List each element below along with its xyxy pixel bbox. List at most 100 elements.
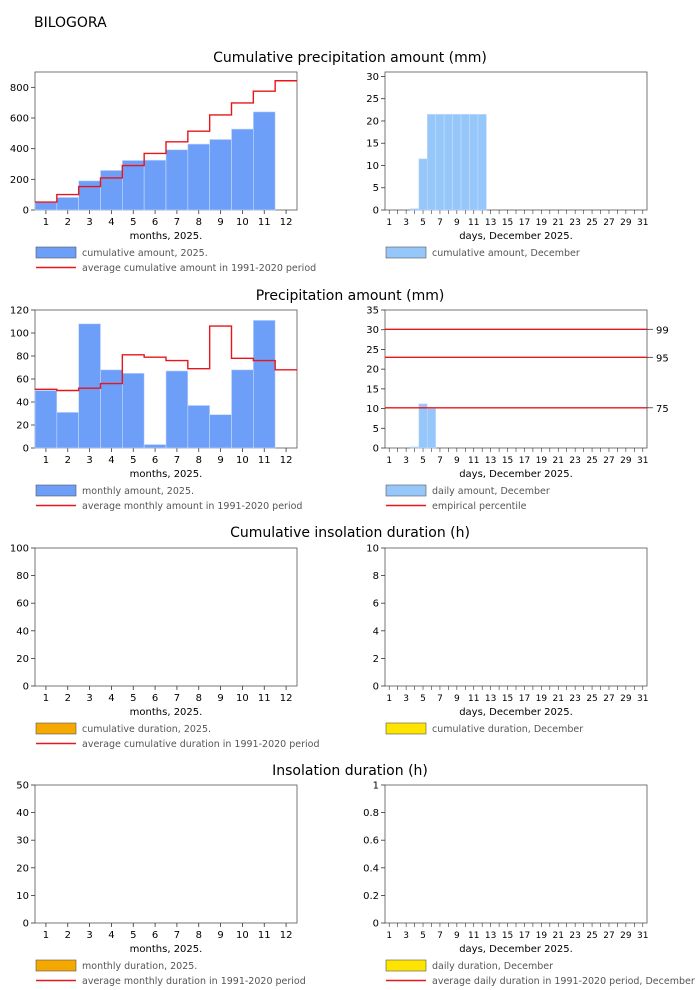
cum-precip-monthly-ytick-label: 600 bbox=[10, 114, 29, 125]
insolation-monthly-ytick-label: 0 bbox=[23, 919, 29, 930]
cum-precip-daily-bar bbox=[435, 113, 445, 211]
cum-insolation-monthly-ytick-label: 40 bbox=[16, 626, 29, 637]
cum-precip-daily-bar bbox=[452, 113, 462, 211]
insolation-daily-ytick-label: 0 bbox=[373, 919, 379, 930]
precip-monthly-bar bbox=[143, 444, 167, 449]
insolation-daily-xtick-label: 11 bbox=[468, 931, 479, 941]
cum-insolation-monthly-xtick-label: 10 bbox=[236, 693, 249, 704]
cum-precip-daily-ytick-label: 20 bbox=[366, 116, 379, 127]
precip-daily-xtick-label: 15 bbox=[502, 456, 513, 466]
cum-precip-daily-bar bbox=[443, 113, 453, 211]
cum-insolation-daily-xlabel: days, December 2025. bbox=[459, 707, 573, 718]
cum-precip-daily-xtick-label: 17 bbox=[519, 218, 530, 228]
cum-precip-monthly-bar bbox=[253, 111, 276, 211]
precip-monthly-ytick-label: 20 bbox=[16, 421, 29, 432]
cum-insolation-daily-xtick-label: 17 bbox=[519, 694, 530, 704]
insolation-monthly-xtick-label: 9 bbox=[217, 930, 223, 941]
insolation-daily-xtick-label: 17 bbox=[519, 931, 530, 941]
insolation-daily-xtick-label: 5 bbox=[420, 931, 426, 941]
precip-daily-xtick-label: 19 bbox=[536, 456, 548, 466]
precip-daily-xtick-label: 23 bbox=[569, 456, 580, 466]
cum-insolation-daily-ytick-label: 10 bbox=[366, 544, 379, 555]
insolation-daily-legend-swatch bbox=[385, 959, 427, 972]
cum-insolation-monthly-xtick-label: 9 bbox=[217, 693, 223, 704]
cum-insolation-monthly-xtick-label: 11 bbox=[258, 693, 271, 704]
insolation-daily-xtick-label: 13 bbox=[485, 931, 496, 941]
cum-precip-daily-ytick-label: 15 bbox=[366, 139, 379, 150]
cum-insolation-monthly-xlabel: months, 2025. bbox=[130, 707, 203, 718]
precip-monthly-bar bbox=[78, 323, 101, 449]
station-name: BILOGORA bbox=[34, 15, 107, 31]
precip-daily-xtick-label: 31 bbox=[637, 456, 648, 466]
cum-precip-monthly-bar bbox=[187, 143, 210, 211]
precip-daily-ytick-label: 35 bbox=[366, 306, 379, 317]
cum-insolation-daily-xtick-label: 31 bbox=[637, 694, 648, 704]
cum-precip-monthly-bar bbox=[56, 197, 79, 211]
cum-precip-daily-xtick-label: 9 bbox=[454, 218, 460, 228]
cum-insolation-daily-xtick-label: 27 bbox=[603, 694, 614, 704]
cum-insolation-daily-xtick-label: 3 bbox=[403, 694, 409, 704]
precip-daily-ytick-label: 30 bbox=[366, 325, 379, 336]
precip-daily-xtick-label: 17 bbox=[519, 456, 530, 466]
cum-precip-daily-xtick-label: 15 bbox=[502, 218, 513, 228]
section-title-precipitation: Precipitation amount (mm) bbox=[255, 288, 445, 304]
precip-daily-ytick-label: 10 bbox=[366, 404, 379, 415]
insolation-daily-xtick-label: 19 bbox=[536, 931, 548, 941]
cum-precip-daily-ytick-label: 0 bbox=[373, 206, 379, 217]
precip-monthly-ytick-label: 40 bbox=[16, 398, 29, 409]
cum-insolation-monthly-ytick-label: 60 bbox=[16, 599, 29, 610]
cum-insolation-daily-ytick-label: 2 bbox=[373, 654, 379, 665]
precip-monthly-bar bbox=[100, 369, 123, 449]
cum-precip-daily-legend-label: cumulative amount, December bbox=[432, 248, 580, 259]
insolation-monthly-xtick-label: 4 bbox=[108, 930, 114, 941]
cum-insolation-daily-legend-swatch bbox=[385, 722, 427, 735]
insolation-daily-xtick-label: 27 bbox=[603, 931, 614, 941]
cum-precip-daily-bar bbox=[469, 113, 479, 211]
cum-insolation-monthly-plot-frame bbox=[34, 547, 298, 687]
precip-monthly-bar bbox=[209, 414, 232, 449]
insolation-daily-xtick-label: 15 bbox=[502, 931, 513, 941]
cum-precip-monthly-legend-label: average cumulative amount in 1991-2020 p… bbox=[82, 263, 316, 274]
insolation-monthly-ytick-label: 30 bbox=[16, 836, 29, 847]
cum-precip-monthly-bar bbox=[165, 149, 189, 211]
cum-insolation-monthly-ytick-label: 80 bbox=[16, 571, 29, 582]
cum-precip-monthly-average-step-line bbox=[35, 80, 297, 203]
precip-monthly-xlabel: months, 2025. bbox=[130, 469, 203, 480]
cum-precip-daily-ytick-label: 30 bbox=[366, 72, 379, 83]
insolation-daily-legend-label: daily duration, December bbox=[432, 961, 553, 972]
cum-precip-daily-xtick-label: 11 bbox=[468, 218, 479, 228]
cum-precip-daily-bar bbox=[477, 113, 487, 211]
insolation-monthly-legend-label: monthly duration, 2025. bbox=[82, 961, 197, 972]
precip-daily-xtick-label: 9 bbox=[454, 456, 460, 466]
precip-daily-ytick-label: 25 bbox=[366, 345, 379, 356]
cum-insolation-daily-plot-frame bbox=[384, 547, 648, 687]
precip-daily-bar bbox=[418, 403, 428, 449]
cum-precip-daily-xtick-label: 25 bbox=[586, 218, 597, 228]
precip-daily-xtick-label: 3 bbox=[403, 456, 409, 466]
cum-precip-monthly-xtick-label: 5 bbox=[130, 217, 136, 228]
precip-monthly-xtick-label: 2 bbox=[65, 455, 71, 466]
cum-insolation-daily-xtick-label: 13 bbox=[485, 694, 496, 704]
precip-daily-legend-label: daily amount, December bbox=[432, 486, 550, 497]
cum-precip-monthly-ytick-label: 200 bbox=[10, 175, 29, 186]
cum-insolation-monthly-xtick-label: 12 bbox=[280, 693, 293, 704]
insolation-monthly-xtick-label: 1 bbox=[43, 930, 49, 941]
precip-monthly-bar bbox=[56, 412, 79, 449]
cum-insolation-monthly-xtick-label: 4 bbox=[108, 693, 114, 704]
cum-insolation-daily-xtick-label: 21 bbox=[553, 694, 564, 704]
insolation-daily-xtick-label: 21 bbox=[553, 931, 564, 941]
cum-precip-daily-ytick-label: 25 bbox=[366, 94, 379, 105]
cum-precip-daily-xtick-label: 1 bbox=[386, 218, 392, 228]
precip-daily-ytick-label: 20 bbox=[366, 365, 379, 376]
cum-precip-monthly-xtick-label: 6 bbox=[152, 217, 158, 228]
cum-insolation-daily-ytick-label: 6 bbox=[373, 599, 379, 610]
precip-monthly-ytick-label: 120 bbox=[10, 306, 29, 317]
cum-precip-monthly-xtick-label: 8 bbox=[196, 217, 202, 228]
precip-monthly-xtick-label: 5 bbox=[130, 455, 136, 466]
cum-insolation-daily-xtick-label: 11 bbox=[468, 694, 479, 704]
cum-insolation-daily-xtick-label: 7 bbox=[437, 694, 443, 704]
insolation-daily-plot-frame bbox=[384, 784, 648, 924]
cum-insolation-monthly-ytick-label: 20 bbox=[16, 654, 29, 665]
cum-insolation-monthly-legend-swatch bbox=[35, 722, 77, 735]
precip-daily-xtick-label: 27 bbox=[603, 456, 614, 466]
